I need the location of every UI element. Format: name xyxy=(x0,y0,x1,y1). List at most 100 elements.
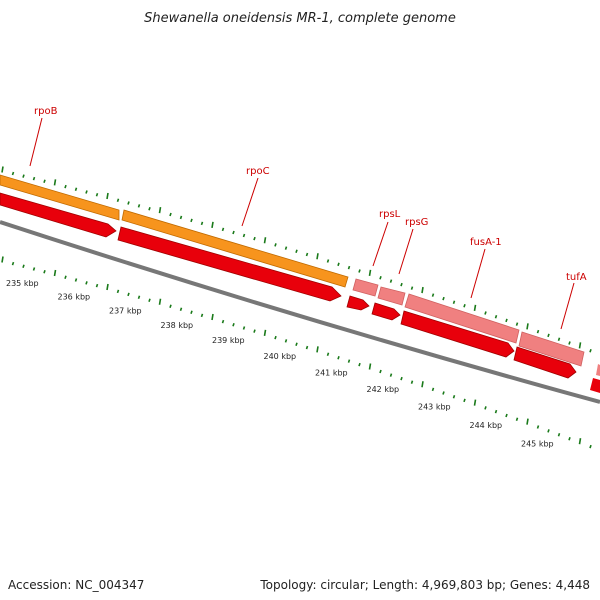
inner-tick xyxy=(536,425,540,429)
outer-tick xyxy=(410,286,414,290)
outer-tick xyxy=(557,337,561,341)
inner-tick xyxy=(74,278,78,282)
inner-tick xyxy=(179,307,183,311)
kbp-label: 244 kbp xyxy=(470,421,503,430)
leader-rpoC xyxy=(241,177,259,227)
inner-tick xyxy=(158,298,162,305)
gene-label-fusA-1: fusA-1 xyxy=(470,237,502,248)
inner-tick xyxy=(431,387,435,392)
genome-backbone xyxy=(0,220,600,404)
feature-rpoB-orange xyxy=(0,174,120,221)
inner-tick xyxy=(95,283,99,288)
outer-tick xyxy=(536,329,540,334)
outer-tick xyxy=(431,293,435,297)
inner-tick xyxy=(379,369,382,374)
inner-tick xyxy=(368,363,372,370)
genome-summary-text: Topology: circular; Length: 4,969,803 bp… xyxy=(260,578,590,592)
inner-tick xyxy=(305,345,309,350)
outer-tick xyxy=(284,246,288,250)
inner-tick xyxy=(347,359,351,363)
inner-tick xyxy=(316,346,319,353)
inner-tick xyxy=(473,399,477,406)
feature-fusA-pink xyxy=(404,293,520,344)
inner-tick xyxy=(410,380,414,384)
outer-tick xyxy=(400,282,403,287)
outer-tick xyxy=(11,171,15,176)
feature-rpsL-pink xyxy=(352,278,379,297)
outer-tick xyxy=(484,311,487,315)
outer-tick xyxy=(589,349,592,353)
outer-tick xyxy=(316,253,319,260)
accession-text: Accession: NC_004347 xyxy=(8,578,145,592)
outer-tick xyxy=(305,252,309,257)
outer-tick xyxy=(179,215,183,220)
inner-tick xyxy=(463,398,466,403)
genome-title: Shewanella oneidensis MR-1, complete gen… xyxy=(144,11,456,26)
outer-tick xyxy=(263,237,267,244)
outer-tick xyxy=(32,176,36,181)
inner-tick xyxy=(137,295,141,300)
inner-tick xyxy=(1,256,4,263)
feature-rpoB-red xyxy=(0,192,117,238)
inner-tick xyxy=(200,313,204,318)
feature-fusA-red xyxy=(400,310,515,358)
outer-tick xyxy=(463,304,466,308)
leader-tufA xyxy=(560,282,575,330)
outer-tick xyxy=(1,166,4,173)
outer-tick xyxy=(389,279,393,283)
kbp-label: 236 kbp xyxy=(58,292,91,301)
inner-tick xyxy=(589,444,592,449)
feature-rpsL-red xyxy=(346,295,370,311)
kbp-label: 245 kbp xyxy=(521,440,554,449)
inner-tick xyxy=(421,381,424,388)
gene-label-rpoB: rpoB xyxy=(34,106,58,117)
inner-tick xyxy=(263,329,267,337)
inner-tick xyxy=(211,313,214,321)
inner-tick xyxy=(106,283,109,291)
inner-tick xyxy=(452,394,456,399)
outer-tick xyxy=(515,322,519,326)
outer-tick xyxy=(452,300,456,304)
outer-tick xyxy=(358,269,361,273)
inner-tick xyxy=(494,409,498,414)
outer-tick xyxy=(295,249,298,254)
inner-tick xyxy=(32,267,36,271)
feature-next-red xyxy=(590,378,600,393)
leader-rpsL xyxy=(372,221,389,267)
outer-tick xyxy=(232,230,235,235)
inner-tick xyxy=(148,298,151,302)
outer-tick xyxy=(326,259,330,263)
feature-rpoC-orange xyxy=(121,209,349,288)
inner-tick xyxy=(116,289,120,294)
inner-tick xyxy=(442,391,445,395)
outer-tick xyxy=(494,314,498,319)
inner-tick-track xyxy=(1,256,592,449)
outer-tick xyxy=(74,187,78,192)
feature-rpsG-red xyxy=(371,302,401,321)
leader-rpsG xyxy=(398,228,414,275)
inner-tick xyxy=(190,310,193,315)
inner-tick xyxy=(284,339,288,343)
inner-tick xyxy=(274,335,277,340)
outer-tick xyxy=(106,192,109,200)
inner-tick xyxy=(526,418,529,425)
outer-tick xyxy=(368,269,372,276)
kbp-label: 240 kbp xyxy=(264,352,297,361)
kbp-label: 238 kbp xyxy=(161,321,194,330)
outer-tick xyxy=(421,286,424,294)
inner-tick xyxy=(484,406,487,410)
inner-tick xyxy=(221,319,225,324)
outer-tick xyxy=(221,227,225,232)
inner-tick xyxy=(253,329,256,333)
outer-tick xyxy=(22,174,25,178)
gene-label-tufA: tufA xyxy=(566,272,587,283)
inner-tick xyxy=(400,376,403,381)
inner-tick xyxy=(557,433,561,437)
kbp-label: 239 kbp xyxy=(212,336,245,345)
inner-tick xyxy=(547,429,550,433)
inner-tick xyxy=(578,438,582,445)
kbp-label: 243 kbp xyxy=(418,403,451,412)
kbp-label: 241 kbp xyxy=(315,368,348,377)
outer-tick xyxy=(169,212,172,217)
